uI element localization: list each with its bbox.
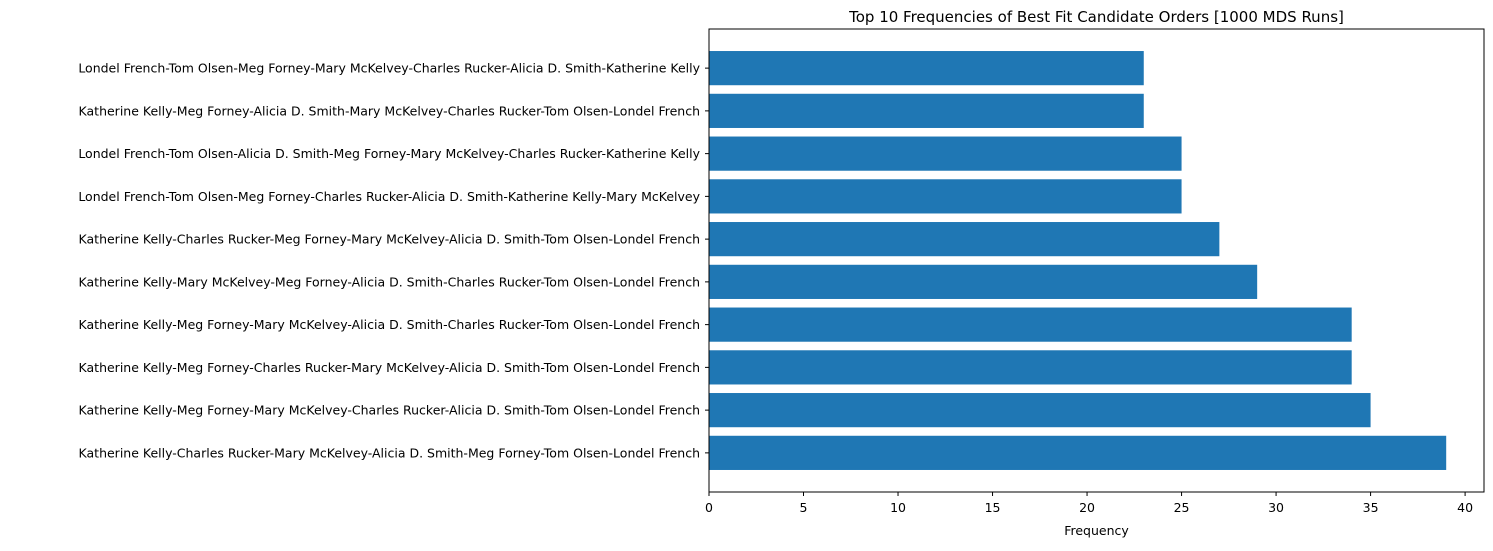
bar xyxy=(709,51,1144,86)
bars-layer xyxy=(709,51,1447,470)
bar xyxy=(709,307,1352,342)
category-label: Katherine Kelly-Charles Rucker-Meg Forne… xyxy=(79,232,700,247)
bar xyxy=(709,179,1182,214)
bar xyxy=(709,435,1447,470)
x-tick-label: 20 xyxy=(1079,500,1095,515)
category-labels: Katherine Kelly-Charles Rucker-Mary McKe… xyxy=(78,61,709,460)
category-label: Katherine Kelly-Mary McKelvey-Meg Forney… xyxy=(79,274,700,289)
x-tick-label: 25 xyxy=(1174,500,1190,515)
x-tick-label: 40 xyxy=(1457,500,1473,515)
category-label: Katherine Kelly-Charles Rucker-Mary McKe… xyxy=(79,445,700,460)
x-tick-label: 35 xyxy=(1363,500,1379,515)
category-label: Katherine Kelly-Meg Forney-Mary McKelvey… xyxy=(79,317,700,332)
bar xyxy=(709,393,1371,428)
category-label: Londel French-Tom Olsen-Meg Forney-Mary … xyxy=(78,61,700,76)
bar xyxy=(709,222,1220,257)
category-label: Londel French-Tom Olsen-Meg Forney-Charl… xyxy=(78,189,700,204)
x-tick-label: 15 xyxy=(985,500,1001,515)
category-label: Londel French-Tom Olsen-Alicia D. Smith-… xyxy=(78,146,700,161)
x-axis-ticks: 0 5 10 15 20 25 30 35 40 xyxy=(705,492,1473,515)
bar xyxy=(709,93,1144,128)
chart-title: Top 10 Frequencies of Best Fit Candidate… xyxy=(848,8,1344,26)
category-label: Katherine Kelly-Meg Forney-Mary McKelvey… xyxy=(79,403,700,418)
category-label: Katherine Kelly-Meg Forney-Charles Rucke… xyxy=(79,360,700,375)
x-axis-label: Frequency xyxy=(1064,523,1129,538)
bar xyxy=(709,350,1352,385)
x-tick-label: 30 xyxy=(1268,500,1284,515)
category-label: Katherine Kelly-Meg Forney-Alicia D. Smi… xyxy=(79,103,700,118)
bar xyxy=(709,136,1182,171)
plot-frame xyxy=(708,28,1485,493)
x-tick-label: 0 xyxy=(705,500,713,515)
x-tick-label: 5 xyxy=(800,500,808,515)
x-tick-label: 10 xyxy=(890,500,906,515)
bar xyxy=(709,264,1258,299)
